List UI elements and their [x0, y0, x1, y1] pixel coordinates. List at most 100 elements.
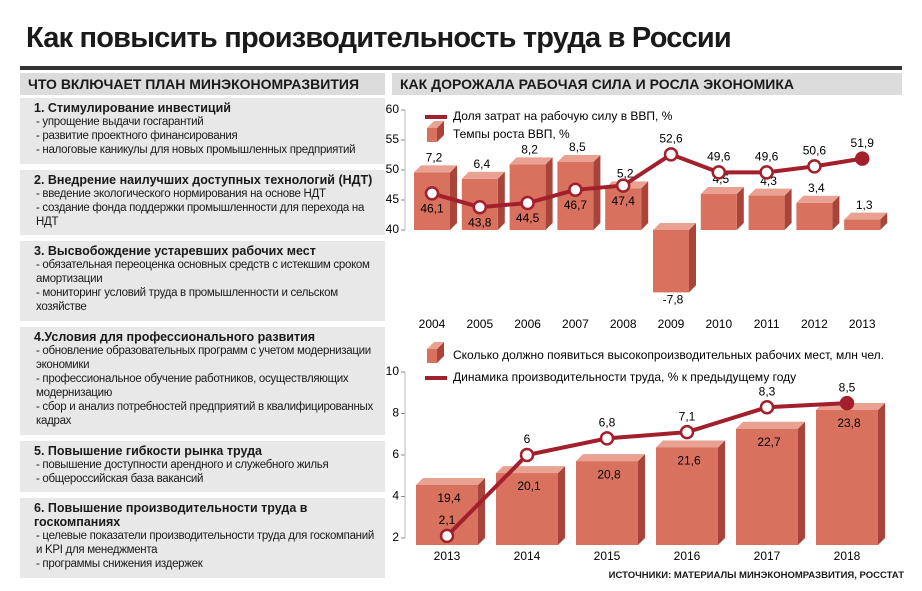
- section-item: - профессиональное обучение работников, …: [36, 373, 349, 400]
- bar: [748, 195, 785, 230]
- plan-section: 2. Внедрение наилучших доступных техноло…: [20, 169, 385, 236]
- bar: [576, 461, 638, 545]
- line-value-label: 52,6: [659, 132, 683, 146]
- x-tick-label: 2010: [705, 317, 732, 331]
- bar-top: [461, 171, 505, 179]
- line-value-label: 7,1: [679, 409, 696, 423]
- section-title: 5. Повышение гибкости рынка труда: [34, 443, 262, 458]
- source: ИСТОЧНИКИ: МАТЕРИАЛЫ МИНЭКОНОМРАЗВИТИЯ, …: [608, 570, 904, 581]
- bar-side: [593, 155, 601, 230]
- y-tick-label: 50: [386, 162, 400, 176]
- line-marker: [663, 147, 679, 162]
- y-tick-label: 4: [392, 489, 399, 503]
- title-rule: [20, 66, 902, 70]
- legend-label: Сколько должно появиться высокопроизводи…: [453, 348, 884, 362]
- bar-value-label: -7,8: [663, 293, 684, 307]
- section-item: - развитие проектного финансирования: [36, 130, 238, 142]
- y-tick-label: 2: [392, 530, 399, 544]
- bar-value-label: 8,2: [521, 143, 538, 157]
- line-marker: [568, 182, 583, 198]
- legend-box-top: [427, 121, 444, 128]
- line-value-label: 6,8: [599, 416, 616, 430]
- line-value-label: 46,7: [564, 198, 588, 212]
- section-item: - повышение доступности арендного и служ…: [36, 458, 329, 471]
- x-tick-label: 2005: [466, 317, 493, 331]
- bar: [496, 473, 558, 545]
- bar: [736, 428, 798, 545]
- bar-value-label: 19,4: [437, 491, 461, 505]
- bar-side: [478, 478, 485, 545]
- bar-side: [880, 212, 888, 230]
- bar-top: [509, 157, 553, 165]
- bar: [796, 202, 833, 230]
- line-value-label: 51,9: [851, 136, 875, 150]
- bar-top: [414, 165, 457, 173]
- bar-side: [878, 403, 885, 545]
- line-value-label: 47,4: [612, 194, 636, 208]
- bar: [414, 172, 450, 230]
- line-marker: [519, 447, 535, 463]
- bar-value-label: 22,7: [757, 435, 781, 449]
- bar-value-label: 20,8: [597, 467, 621, 481]
- bar-top: [796, 195, 840, 203]
- bar-value-label: 1,3: [856, 198, 873, 212]
- line-marker: [679, 424, 695, 440]
- line-marker: [439, 528, 455, 544]
- line-value-label: 49,6: [755, 150, 779, 164]
- x-tick-label: 2012: [801, 317, 828, 331]
- legend-label: Темпы роста ВВП, %: [453, 127, 570, 141]
- x-tick-label: 2016: [674, 549, 701, 563]
- bar-side: [718, 440, 725, 545]
- section-title: 3. Высвобождение устаревших рабочих мест: [34, 244, 316, 259]
- section-item: - общероссийская база вакансий: [36, 472, 204, 485]
- section-item: - введение экологического нормирования н…: [36, 187, 326, 200]
- y-tick-label: 45: [386, 192, 400, 206]
- legend-label: Доля затрат на рабочую силу в ВВП, %: [453, 109, 673, 123]
- bar-side: [641, 181, 649, 230]
- section-item: - целевые показатели производительности …: [36, 530, 374, 557]
- plan-section: 3. Высвобождение устаревших рабочих мест…: [20, 241, 385, 322]
- legend-label: Динамика производительности труда, % к п…: [453, 370, 796, 384]
- section-title: 1. Стимулирование инвестиций: [34, 101, 231, 115]
- bar: [653, 230, 689, 293]
- section-item: - сбор и анализ потребностей предприятий…: [36, 401, 373, 428]
- bar-top: [844, 212, 888, 220]
- line-value-label: 50,6: [803, 144, 827, 158]
- x-tick-label: 2017: [754, 549, 781, 563]
- line-marker: [807, 159, 822, 174]
- y-tick-label: 60: [386, 102, 400, 116]
- bar-side: [736, 187, 744, 230]
- legend-box: [427, 128, 437, 142]
- line-value-label: 44,5: [516, 211, 540, 225]
- bar-side: [689, 223, 696, 293]
- section-item: - мониторинг условий труда в промышленно…: [36, 287, 338, 314]
- bar-value-label: 21,6: [677, 454, 701, 468]
- plan-section: 1. Стимулирование инвестиций - упрощение …: [20, 98, 385, 164]
- line-marker: [472, 199, 488, 215]
- x-tick-label: 2006: [514, 317, 541, 331]
- line-value-label: 49,6: [707, 150, 731, 164]
- x-tick-label: 2007: [562, 317, 589, 331]
- bar-top: [700, 187, 744, 194]
- bar-side: [497, 171, 505, 230]
- y-tick-label: 55: [386, 132, 400, 146]
- section-item: - упрощение выдачи госгарантий: [36, 116, 204, 128]
- line-value-label: 8,5: [839, 380, 856, 394]
- y-tick-label: 40: [386, 222, 400, 236]
- section-title: 6. Повышение производительности труда в …: [34, 501, 308, 530]
- x-tick-label: 2013: [434, 549, 461, 563]
- x-tick-label: 2011: [754, 317, 780, 331]
- legend-box: [427, 349, 437, 363]
- line-marker: [520, 195, 535, 211]
- plan-list: 1. Стимулирование инвестиций - упрощение …: [20, 98, 385, 579]
- legend-box-top: [427, 342, 444, 349]
- line-marker: [615, 178, 631, 193]
- line: [431, 152, 863, 210]
- bar-value-label: 7,2: [426, 151, 443, 165]
- x-tick-label: 2013: [849, 317, 876, 331]
- bar: [605, 188, 642, 230]
- section-item: - создание фонда поддержки промышленност…: [36, 201, 365, 228]
- bar-value-label: 20,1: [517, 479, 541, 493]
